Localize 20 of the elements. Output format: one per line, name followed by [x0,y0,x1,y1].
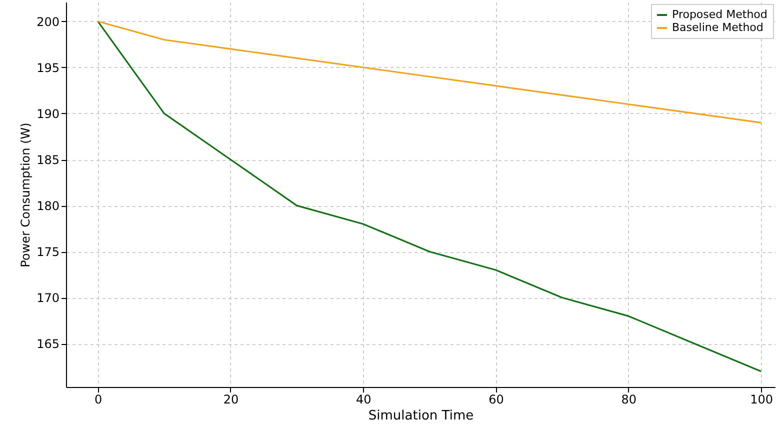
y-tick-label: 190 [36,106,60,121]
y-tick-label: 175 [36,245,60,260]
x-tick-label: 60 [488,392,504,406]
x-tick-label: 0 [94,392,102,406]
legend-label: Proposed Method [672,8,768,21]
y-tick-label: 165 [36,337,60,352]
y-tick-label: 170 [36,291,60,306]
legend-label: Baseline Method [672,21,764,34]
y-tick-label: 185 [36,153,60,167]
x-tick-label: 20 [223,392,239,406]
x-axis-title: Simulation Time [368,408,474,424]
y-axis-title: Power Consumption (W) [18,122,33,268]
x-tick-label: 80 [621,392,637,406]
line-series [97,20,762,124]
y-tick-label: 200 [36,14,60,29]
y-tick-label: 180 [36,199,60,214]
x-tick-label: 100 [750,392,774,406]
line-series [97,20,762,372]
x-tick-label: 40 [356,392,372,406]
y-tick-label: 195 [36,60,60,75]
